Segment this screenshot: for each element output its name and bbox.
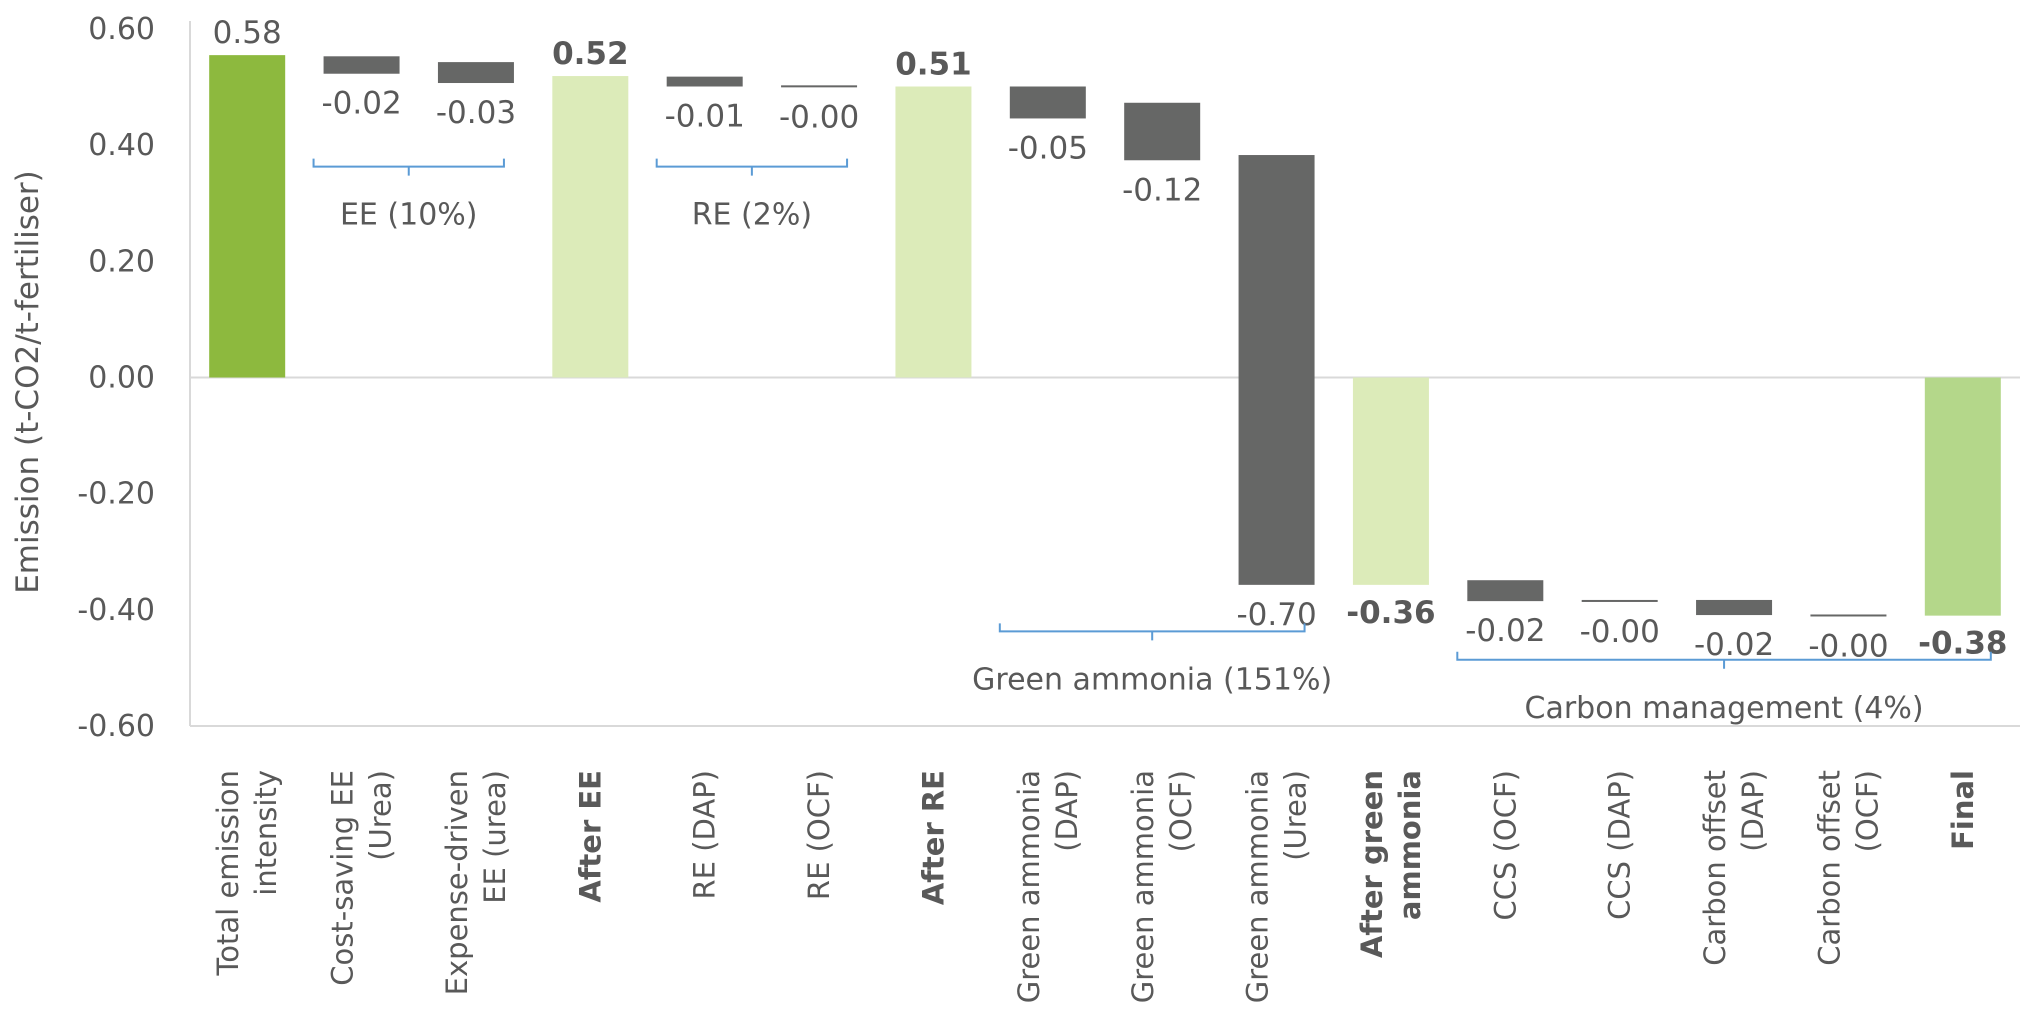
category-label-4: RE (DAP) [688, 770, 722, 899]
y-tick-label: 0.00 [88, 361, 155, 396]
bar-8 [1124, 103, 1200, 161]
y-tick-label: 0.60 [88, 12, 155, 47]
category-label-11: CCS (OCF) [1488, 770, 1522, 921]
bars [209, 55, 2001, 616]
category-label-8: Green ammonia [1126, 770, 1160, 1003]
bar-2 [438, 62, 514, 83]
bar-4 [667, 77, 743, 87]
y-tick-label: 0.40 [88, 128, 155, 163]
bar-3 [552, 76, 628, 377]
category-label-7: Green ammonia [1012, 770, 1046, 1003]
group-label-0: EE (10%) [340, 198, 478, 233]
y-axis-title: Emission (t-CO2/t-fertiliser) [10, 170, 46, 594]
group-bracket-0 [314, 159, 504, 176]
category-label-6: After RE [916, 770, 950, 905]
category-label-7: (DAP) [1050, 770, 1084, 852]
y-tick-label: -0.60 [77, 709, 155, 744]
category-label-5: RE (OCF) [802, 770, 836, 900]
data-label-1: -0.02 [321, 86, 401, 122]
group-label-2: Green ammonia (151%) [972, 662, 1332, 697]
bar-12 [1582, 600, 1658, 602]
category-label-1: Cost-saving EE [326, 770, 360, 986]
bar-11 [1467, 580, 1543, 601]
data-label-0: 0.58 [213, 15, 282, 51]
category-label-14: (OCF) [1850, 770, 1884, 852]
category-label-15: Final [1946, 770, 1980, 850]
group-label-1: RE (2%) [692, 198, 812, 233]
bar-10 [1353, 378, 1429, 585]
data-label-13: -0.02 [1694, 627, 1774, 663]
bar-5 [781, 85, 857, 87]
category-label-0: Total emission [211, 770, 245, 977]
bar-14 [1810, 614, 1886, 616]
category-label-9: Green ammonia [1241, 770, 1275, 1003]
data-label-3: 0.52 [552, 36, 629, 72]
bar-0 [209, 55, 285, 377]
category-label-10: After green [1355, 770, 1389, 958]
y-tick-label: -0.20 [77, 477, 155, 512]
data-label-6: 0.51 [895, 47, 972, 83]
bar-9 [1239, 155, 1315, 585]
bar-15 [1925, 378, 2001, 616]
data-label-8: -0.12 [1122, 172, 1202, 208]
group-label-3: Carbon management (4%) [1525, 691, 1924, 726]
category-label-9: (Urea) [1279, 770, 1313, 861]
data-labels: 0.58 -0.02 -0.03 0.52 -0.01 -0.00 0.51 -0.05 -0.… [213, 15, 2008, 664]
data-label-10: -0.36 [1346, 595, 1435, 631]
data-label-15: -0.38 [1918, 626, 2007, 662]
group-bracket-1 [657, 159, 847, 176]
data-label-7: -0.05 [1008, 130, 1088, 166]
category-label-13: (DAP) [1736, 770, 1770, 852]
category-label-14: Carbon offset [1812, 770, 1846, 966]
category-labels: Total emission intensity Cost-saving EE (Ur… [211, 770, 1980, 1003]
y-tick-label: 0.20 [88, 244, 155, 279]
data-label-5: -0.00 [779, 99, 859, 135]
data-label-4: -0.01 [665, 99, 745, 135]
bar-7 [1010, 87, 1086, 119]
bar-13 [1696, 600, 1772, 615]
category-label-2: Expense-driven [440, 770, 474, 995]
category-label-12: CCS (DAP) [1603, 770, 1637, 920]
category-label-8: (OCF) [1164, 770, 1198, 852]
data-label-12: -0.00 [1580, 614, 1660, 650]
category-label-3: After EE [573, 770, 607, 903]
bar-6 [895, 87, 971, 378]
data-label-2: -0.03 [436, 95, 516, 131]
bar-1 [324, 56, 400, 73]
data-label-11: -0.02 [1465, 613, 1545, 649]
y-tick-label: -0.40 [77, 593, 155, 628]
category-label-1: (Urea) [364, 770, 398, 861]
category-label-13: Carbon offset [1698, 770, 1732, 966]
category-label-2: EE (urea) [478, 770, 512, 904]
category-label-10: ammonia [1393, 770, 1427, 920]
category-label-0: intensity [249, 770, 283, 896]
